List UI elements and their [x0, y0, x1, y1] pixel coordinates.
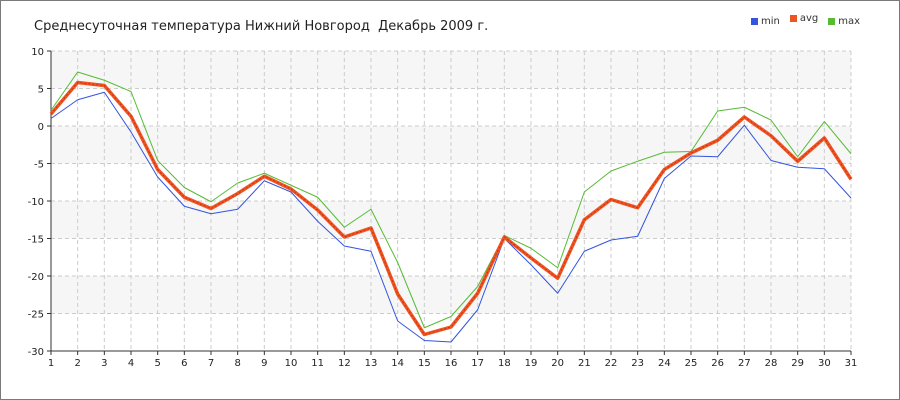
y-tick-label: -10	[28, 197, 44, 208]
legend-swatch-avg	[789, 15, 797, 22]
x-tick-label: 20	[551, 358, 564, 369]
x-tick-label: 26	[711, 358, 724, 369]
x-tick-label: 7	[208, 358, 214, 369]
x-tick-label: 24	[658, 358, 671, 369]
x-tick-label: 16	[445, 358, 458, 369]
x-tick-label: 5	[154, 358, 160, 369]
x-tick-label: 14	[391, 358, 404, 369]
x-tick-label: 2	[74, 358, 80, 369]
legend-label-avg: avg	[799, 13, 819, 24]
x-tick-label: 25	[685, 358, 698, 369]
x-tick-label: 1	[48, 358, 54, 369]
y-tick-label: 10	[31, 47, 44, 58]
y-tick-label: -5	[34, 160, 44, 171]
y-tick-label: -30	[28, 347, 44, 358]
x-tick-label: 30	[818, 358, 831, 369]
legend: min avg max	[751, 13, 860, 27]
x-tick-label: 28	[765, 358, 778, 369]
x-tick-label: 6	[181, 358, 187, 369]
x-tick-label: 21	[578, 358, 591, 369]
x-tick-label: 22	[605, 358, 618, 369]
x-tick-label: 18	[498, 358, 511, 369]
y-tick-label: -25	[28, 310, 44, 321]
legend-label-max: max	[838, 16, 861, 27]
plot-band	[51, 276, 851, 314]
x-tick-label: 29	[791, 358, 804, 369]
y-tick-label: 0	[38, 122, 44, 133]
y-tick-label: -20	[28, 272, 44, 283]
y-tick-label: -15	[28, 235, 44, 246]
legend-swatch-max	[828, 18, 836, 25]
legend-swatch-min	[751, 18, 758, 25]
chart-title: Среднесуточная температура Нижний Новгор…	[34, 19, 489, 34]
x-tick-label: 9	[261, 358, 267, 369]
x-tick-label: 10	[285, 358, 298, 369]
x-tick-label: 4	[128, 358, 134, 369]
legend-item-avg: avg	[789, 13, 819, 24]
series-line-max	[50, 71, 852, 329]
x-tick-label: 17	[471, 358, 484, 369]
x-tick-label: 19	[525, 358, 538, 369]
x-tick-label: 12	[338, 358, 351, 369]
legend-label-min: min	[761, 16, 780, 27]
legend-item-min: min	[751, 16, 780, 27]
x-tick-label: 27	[738, 358, 751, 369]
x-tick-label: 8	[234, 358, 240, 369]
x-tick-label: 13	[365, 358, 378, 369]
x-tick-label: 23	[631, 358, 644, 369]
legend-item-max: max	[828, 16, 860, 27]
series-line-avg-inner	[50, 81, 852, 336]
series-line-min	[50, 91, 852, 343]
x-tick-label: 11	[311, 358, 324, 369]
x-tick-label: 31	[845, 358, 858, 369]
y-tick-label: 5	[38, 85, 44, 96]
x-tick-label: 15	[418, 358, 431, 369]
x-tick-label: 3	[101, 358, 107, 369]
